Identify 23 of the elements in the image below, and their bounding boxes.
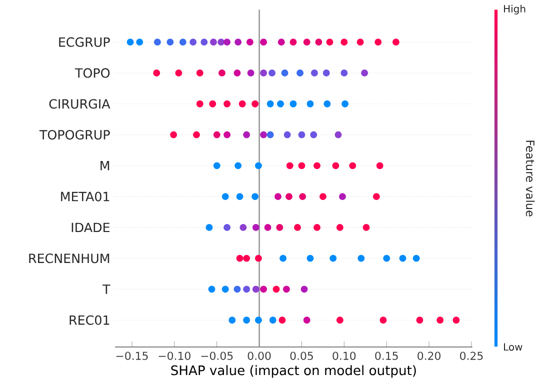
text: High <box>504 4 526 14</box>
color-bar-title: Feature value <box>526 140 535 216</box>
x-tick-label: 0.10 <box>332 352 356 360</box>
x-tick-label: 0.25 <box>460 352 483 360</box>
x-tick-label: 0.20 <box>418 352 440 360</box>
y-tick-label: CIRURGIA <box>49 99 110 109</box>
y-tick-label: REC01 <box>70 315 110 325</box>
x-tick-label: −0.05 <box>201 352 233 360</box>
text: Low <box>504 343 522 351</box>
y-tick-label: META01 <box>61 192 110 202</box>
y-tick-label: RECNENHUM <box>29 254 110 264</box>
y-tick-label: T <box>102 284 110 294</box>
x-tick-label: 0.05 <box>290 352 313 360</box>
y-tick-label: M <box>100 161 110 170</box>
x-tick-label: −0.10 <box>158 352 190 360</box>
x-axis-title: SHAP value (impact on model output) <box>171 365 416 378</box>
y-tick-label: IDADE <box>72 222 110 232</box>
y-tick-label: TOPOGRUP <box>39 130 110 140</box>
x-tick-label: −0.15 <box>116 352 148 360</box>
x-tick-label: 0.15 <box>375 352 398 360</box>
y-tick-label: TOPO <box>74 68 110 78</box>
x-tick-label: 0.00 <box>248 352 271 360</box>
y-tick-label: ECGRUP <box>59 37 110 47</box>
